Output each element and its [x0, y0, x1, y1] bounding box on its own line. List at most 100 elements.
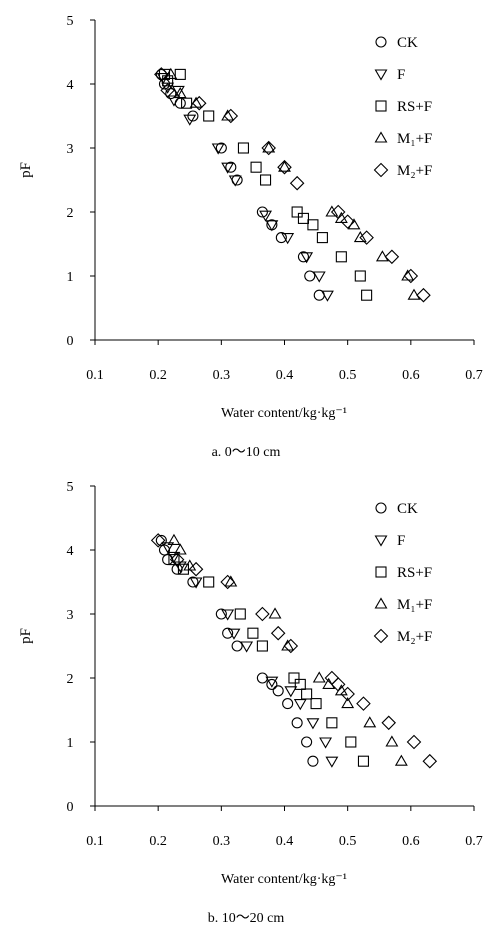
- data-point: [183, 114, 197, 126]
- panel-caption: a. 0～10 cm: [212, 445, 281, 460]
- data-point: [240, 641, 254, 653]
- data-point: [312, 671, 326, 683]
- legend-marker: [375, 566, 387, 578]
- data-point: [284, 686, 298, 698]
- legend-marker: [375, 100, 387, 112]
- x-tick-label: 0.4: [276, 834, 294, 849]
- data-point: [301, 736, 313, 748]
- data-point: [215, 142, 227, 154]
- data-point: [375, 250, 389, 262]
- data-point: [289, 175, 305, 191]
- y-tick-label: 3: [67, 142, 74, 157]
- data-point: [291, 717, 303, 729]
- legend-marker: [374, 131, 388, 143]
- data-point: [403, 268, 419, 284]
- chart-b-svg: 0.1 0.2 0.3 0.4 0.5 0.6 0.7 0 1 2 3 4 5 CK F RS+F M₁+F M…: [18, 480, 483, 926]
- data-point: [416, 287, 431, 303]
- data-point: [359, 230, 374, 245]
- data-point: [227, 628, 241, 640]
- series-M₂+F: [154, 67, 431, 303]
- data-point: [281, 233, 295, 245]
- data-point: [307, 219, 319, 231]
- data-point: [310, 698, 322, 710]
- data-point: [361, 289, 373, 301]
- legend-label: F: [397, 67, 405, 83]
- data-point: [211, 143, 225, 155]
- data-point: [282, 698, 294, 710]
- data-point: [381, 715, 397, 731]
- legend-label: M₂+F: [397, 163, 432, 179]
- data-point: [277, 159, 292, 175]
- series-RS+F: [168, 554, 370, 767]
- data-point: [173, 87, 187, 99]
- data-point: [220, 574, 235, 590]
- data-point: [357, 755, 370, 767]
- data-point: [288, 672, 300, 684]
- data-point: [155, 534, 167, 546]
- x-tick-label: 0.7: [465, 834, 483, 849]
- data-point: [345, 736, 357, 748]
- y-tick-label: 2: [67, 206, 74, 221]
- data-point: [222, 627, 234, 639]
- x-axis-label: Water content/kg·kg⁻¹: [221, 406, 347, 421]
- data-point: [354, 270, 366, 282]
- data-point: [330, 204, 346, 220]
- data-point: [158, 68, 171, 80]
- x-tick-label: 0.1: [86, 368, 104, 383]
- chart-panel-b: 0.1 0.2 0.3 0.4 0.5 0.6 0.7 0 1 2 3 4 5 CK F RS+F M₁+F M…: [0, 466, 492, 931]
- data-point: [301, 688, 313, 700]
- legend-label: CK: [397, 35, 418, 51]
- y-tick-label: 3: [67, 608, 74, 623]
- data-point: [394, 754, 408, 766]
- data-point: [167, 533, 181, 545]
- x-axis-label: Water content/kg·kg⁻¹: [221, 872, 347, 887]
- y-tick-label: 0: [67, 800, 74, 815]
- data-point: [330, 677, 346, 692]
- data-point: [407, 288, 421, 300]
- x-tick-label: 0.6: [402, 834, 420, 849]
- data-point: [291, 206, 303, 218]
- data-point: [297, 251, 310, 263]
- y-tick-label: 1: [67, 270, 74, 285]
- data-point: [270, 625, 286, 641]
- data-point: [363, 716, 377, 728]
- data-point: [326, 717, 338, 729]
- data-markers: [150, 533, 438, 769]
- data-point: [272, 685, 284, 697]
- data-point: [168, 554, 180, 566]
- data-point: [215, 608, 227, 620]
- chart-a-svg: 0.1 0.2 0.3 0.4 0.5 0.6 0.7 0 1 2 3 4 5 CK F RS+F M₁+F M…: [18, 14, 483, 460]
- data-point: [225, 161, 237, 173]
- data-point: [422, 753, 438, 769]
- data-point: [256, 206, 268, 218]
- data-point: [203, 576, 215, 588]
- legend: CK F RS+F M₁+F M₂+F: [373, 501, 432, 645]
- data-point: [385, 735, 399, 747]
- data-point: [167, 551, 181, 563]
- data-point: [312, 271, 326, 283]
- data-point: [250, 161, 262, 173]
- data-point: [261, 140, 276, 156]
- y-tick-label: 4: [67, 544, 74, 559]
- data-point: [164, 67, 178, 79]
- legend-marker: [374, 535, 388, 547]
- data-point: [320, 290, 334, 302]
- data-point: [160, 83, 175, 98]
- data-point: [259, 210, 273, 222]
- data-point: [275, 232, 287, 244]
- data-point: [171, 85, 185, 97]
- legend-label: RS+F: [397, 99, 432, 115]
- legend-label: RS+F: [397, 565, 432, 581]
- data-point: [265, 220, 279, 232]
- data-point: [173, 543, 187, 555]
- data-point: [278, 160, 291, 172]
- data-point: [297, 212, 310, 224]
- x-tick-label: 0.2: [149, 368, 167, 383]
- data-point: [203, 110, 215, 122]
- data-point: [181, 97, 193, 109]
- data-point: [187, 110, 199, 122]
- y-tick-label: 5: [67, 480, 74, 495]
- y-axis-label: pF: [18, 162, 34, 178]
- data-point: [174, 68, 186, 80]
- data-point: [191, 95, 207, 111]
